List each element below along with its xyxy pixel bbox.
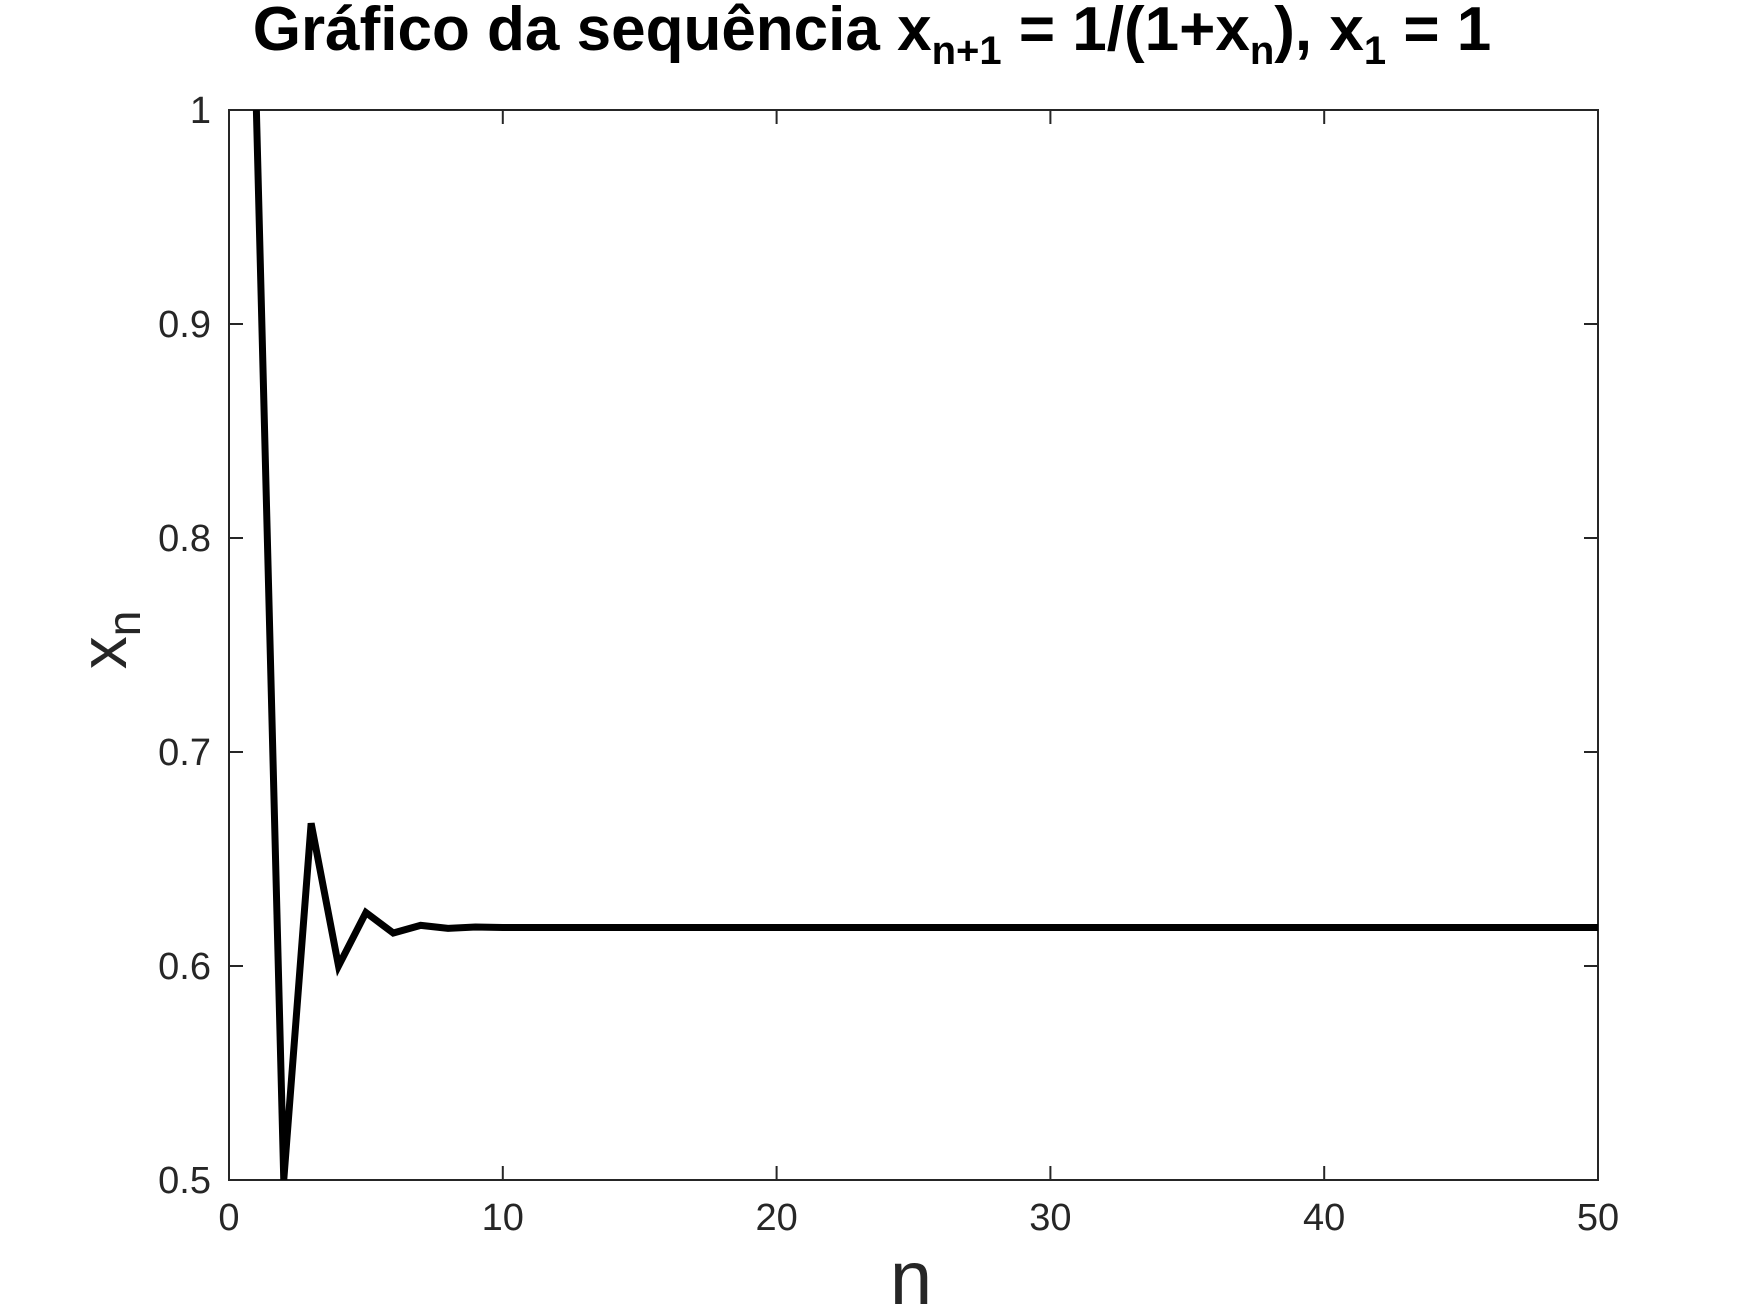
y-tick-label: 0.6 [158,946,211,988]
series-group [252,110,1598,1180]
title-mid-2: ), x [1274,0,1364,64]
series-line [252,110,1598,1180]
y-axis-label-main: x [66,636,140,669]
y-axis-label: xn [66,611,150,670]
axes-box [228,109,1599,1181]
tick-labels: 0 10 20 30 40 50 0.5 0.6 0.7 0.8 0.9 1 [158,90,1619,1239]
title-suffix: = 1 [1386,0,1491,64]
y-tick-label: 0.7 [158,732,211,774]
x-axis-label: n [890,1236,932,1308]
x-tick-label: 10 [482,1197,524,1239]
x-tick-label: 20 [755,1197,797,1239]
title-sub-1: n+1 [932,29,1002,73]
chart-title: Gráfico da sequência xn+1 = 1/(1+xn), x1… [253,0,1491,73]
title-prefix: Gráfico da sequência x [253,0,932,64]
title-mid-1: = 1/(1+x [1002,0,1251,64]
x-tick-label: 50 [1577,1197,1619,1239]
y-tick-label: 0.8 [158,518,211,560]
y-axis-label-sub: n [98,611,150,637]
axis-ticks [228,109,1599,1181]
y-tick-label: 0.5 [158,1160,211,1202]
plot-area [228,109,1599,1181]
y-tick-label: 0.9 [158,304,211,346]
x-tick-label: 30 [1029,1197,1071,1239]
x-tick-label: 0 [218,1197,239,1239]
y-tick-label: 1 [190,90,211,132]
title-sub-2: n [1250,29,1274,73]
title-sub-3: 1 [1364,29,1386,73]
x-tick-label: 40 [1303,1197,1345,1239]
